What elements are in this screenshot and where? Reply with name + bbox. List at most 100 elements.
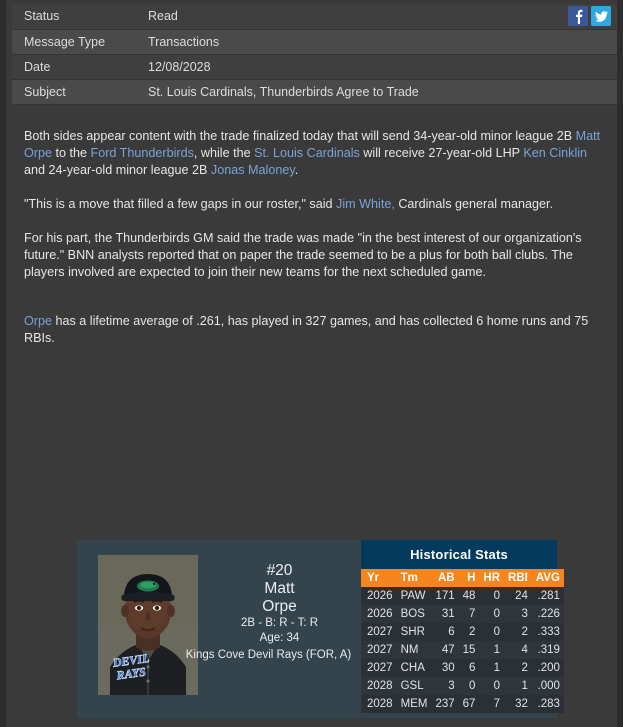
text-segment: Cardinals general manager.	[394, 197, 554, 211]
historical-stats-table: Yr Tm AB H HR RBI AVG 2026 PAW 171 48 0 …	[361, 569, 564, 713]
cell-rbi: 2	[504, 659, 532, 677]
cell-yr: 2027	[361, 659, 397, 677]
stats-col-tm[interactable]: Tm	[396, 569, 432, 587]
cell-rbi: 1	[504, 677, 532, 695]
text-segment: , while the	[193, 146, 255, 160]
cell-yr: 2028	[361, 677, 397, 695]
cell-h: 67	[458, 695, 480, 713]
person-link-jim-white[interactable]: Jim White,	[336, 197, 395, 211]
table-row: 2027 NM 47 15 1 4 .319	[361, 641, 564, 659]
cell-avg: .200	[531, 659, 564, 677]
facebook-share-button[interactable]	[568, 6, 588, 26]
player-link-ken-cinklin[interactable]: Ken Cinklin	[523, 146, 588, 160]
cell-avg: .283	[531, 695, 564, 713]
cell-hr: 0	[479, 605, 505, 623]
cell-avg: .226	[531, 605, 564, 623]
cell-avg: .281	[531, 587, 564, 605]
cell-ab: 3	[431, 677, 459, 695]
svg-text:DEVIL: DEVIL	[111, 651, 150, 670]
text-segment: Both sides appear content with the trade…	[24, 129, 576, 143]
cell-tm: NM	[396, 641, 432, 659]
player-link-jonas-maloney[interactable]: Jonas Maloney	[210, 163, 295, 177]
text-segment: .	[294, 163, 299, 177]
team-link-ford-thunderbirds[interactable]: Ford Thunderbirds	[90, 146, 194, 160]
stats-body: 2026 PAW 171 48 0 24 .281 2026 BOS 31 7 …	[361, 587, 564, 713]
stats-col-hr[interactable]: HR	[479, 569, 505, 587]
cell-h: 2	[458, 623, 480, 641]
cell-tm: SHR	[396, 623, 432, 641]
article-body: Both sides appear content with the trade…	[24, 128, 602, 364]
cell-ab: 171	[431, 587, 459, 605]
stats-col-yr[interactable]: Yr	[361, 569, 397, 587]
stats-col-ab[interactable]: AB	[431, 569, 459, 587]
meta-label-subject: Subject	[12, 79, 136, 105]
cell-hr: 1	[479, 659, 505, 677]
text-segment: will receive 27-year-old LHP	[359, 146, 524, 160]
meta-value-message-type: Transactions	[136, 29, 617, 55]
cell-rbi: 24	[504, 587, 532, 605]
stats-col-h[interactable]: H	[458, 569, 480, 587]
meta-value-subject: St. Louis Cardinals, Thunderbirds Agree …	[136, 79, 617, 105]
team-link-st-louis-cardinals[interactable]: St. Louis Cardinals	[254, 146, 360, 160]
meta-row-status: Status Read	[12, 4, 617, 30]
article-paragraph-2: "This is a move that filled a few gaps i…	[24, 196, 602, 213]
cell-tm: BOS	[396, 605, 432, 623]
player-position-bats-throws: 2B - B: R - T: R	[240, 617, 319, 629]
cell-tm: CHA	[396, 659, 432, 677]
table-row: 2028 GSL 3 0 0 1 .000	[361, 677, 564, 695]
cell-hr: 1	[479, 641, 505, 659]
table-row: 2026 BOS 31 7 0 3 .226	[361, 605, 564, 623]
player-link-matt-orpe[interactable]: Matt Orpe	[24, 129, 601, 160]
cell-ab: 30	[431, 659, 459, 677]
meta-row-subject: Subject St. Louis Cardinals, Thunderbird…	[12, 79, 617, 105]
meta-row-message-type: Message Type Transactions	[12, 29, 617, 55]
stats-header-row: Yr Tm AB H HR RBI AVG	[361, 569, 564, 587]
player-card-left: DEVIL RAYS	[77, 540, 362, 718]
meta-label-status: Status	[12, 4, 136, 30]
meta-row-date: Date 12/08/2028	[12, 54, 617, 80]
meta-label-message-type: Message Type	[12, 29, 136, 55]
table-row: 2027 SHR 6 2 0 2 .333	[361, 623, 564, 641]
article-paragraph-1: Both sides appear content with the trade…	[24, 128, 602, 179]
message-meta-table: Status Read	[12, 4, 617, 105]
cell-tm: PAW	[396, 587, 432, 605]
player-portrait: DEVIL RAYS	[98, 555, 198, 695]
text-segment: has a lifetime average of .261, has play…	[24, 314, 589, 345]
historical-stats-panel: Historical Stats Yr Tm AB H HR RBI AVG 2…	[361, 540, 564, 713]
text-segment: to the	[52, 146, 91, 160]
cell-hr: 0	[479, 623, 505, 641]
table-row: 2028 MEM 237 67 7 32 .283	[361, 695, 564, 713]
cell-avg: .333	[531, 623, 564, 641]
cell-h: 0	[458, 677, 480, 695]
cell-yr: 2028	[361, 695, 397, 713]
cell-avg: .319	[531, 641, 564, 659]
player-first-name: Matt	[264, 580, 295, 597]
cell-hr: 7	[479, 695, 505, 713]
cell-ab: 31	[431, 605, 459, 623]
article-paragraph-3: For his part, the Thunderbirds GM said t…	[24, 231, 582, 279]
text-segment: "This is a move that filled a few gaps i…	[24, 197, 337, 211]
cell-rbi: 3	[504, 605, 532, 623]
cell-yr: 2026	[361, 605, 397, 623]
player-info-block: #20 Matt Orpe 2B - B: R - T: R Age: 34 K…	[186, 562, 362, 664]
svg-text:RAYS: RAYS	[115, 664, 147, 682]
player-team: Kings Cove Devil Rays (FOR, A)	[185, 649, 352, 661]
twitter-share-button[interactable]	[591, 6, 611, 26]
player-age: Age: 34	[259, 632, 300, 644]
cell-h: 7	[458, 605, 480, 623]
cell-rbi: 32	[504, 695, 532, 713]
player-link-orpe[interactable]: Orpe	[24, 314, 52, 328]
cell-yr: 2027	[361, 641, 397, 659]
player-number: #20	[266, 562, 293, 579]
cell-yr: 2026	[361, 587, 397, 605]
stats-col-rbi[interactable]: RBI	[504, 569, 532, 587]
cell-ab: 6	[431, 623, 459, 641]
cell-h: 48	[458, 587, 480, 605]
cell-hr: 0	[479, 587, 505, 605]
cell-avg: .000	[531, 677, 564, 695]
text-segment: and 24-year-old minor league 2B	[24, 163, 211, 177]
article-paragraph-4: Orpe has a lifetime average of .261, has…	[24, 313, 602, 347]
stats-col-avg[interactable]: AVG	[531, 569, 564, 587]
meta-value-date: 12/08/2028	[136, 54, 617, 80]
